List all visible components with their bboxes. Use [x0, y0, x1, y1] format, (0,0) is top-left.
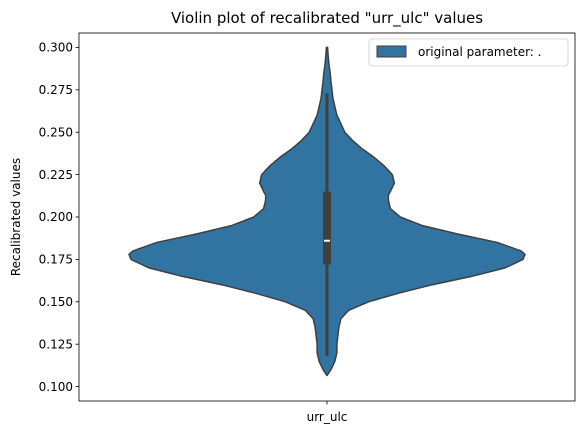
chart-title: Violin plot of recalibrated "urr_ulc" va… [171, 9, 483, 28]
y-axis-label: Recalibrated values [9, 158, 23, 276]
legend-label: original parameter: . [418, 45, 541, 59]
legend-box [368, 38, 569, 67]
y-tick-label: 0.100 [39, 380, 73, 394]
y-tick-label: 0.150 [39, 295, 73, 309]
legend: original parameter: . [368, 38, 569, 67]
legend-swatch [376, 45, 407, 58]
y-tick-label: 0.250 [39, 125, 73, 139]
y-tick-label: 0.225 [39, 168, 73, 182]
x-tick-label: urr_ulc [307, 410, 348, 424]
y-axis: 0.100 0.125 0.150 0.175 0.200 0.225 0.250 0.275… [39, 41, 79, 394]
x-axis: urr_ulc [307, 401, 348, 424]
y-tick-label: 0.200 [39, 210, 73, 224]
y-tick-label: 0.300 [39, 41, 73, 55]
y-tick-label: 0.275 [39, 83, 73, 97]
violin-iqr-box [323, 191, 331, 265]
y-tick-label: 0.125 [39, 337, 73, 351]
y-tick-label: 0.175 [39, 253, 73, 267]
plot-area [78, 32, 576, 402]
